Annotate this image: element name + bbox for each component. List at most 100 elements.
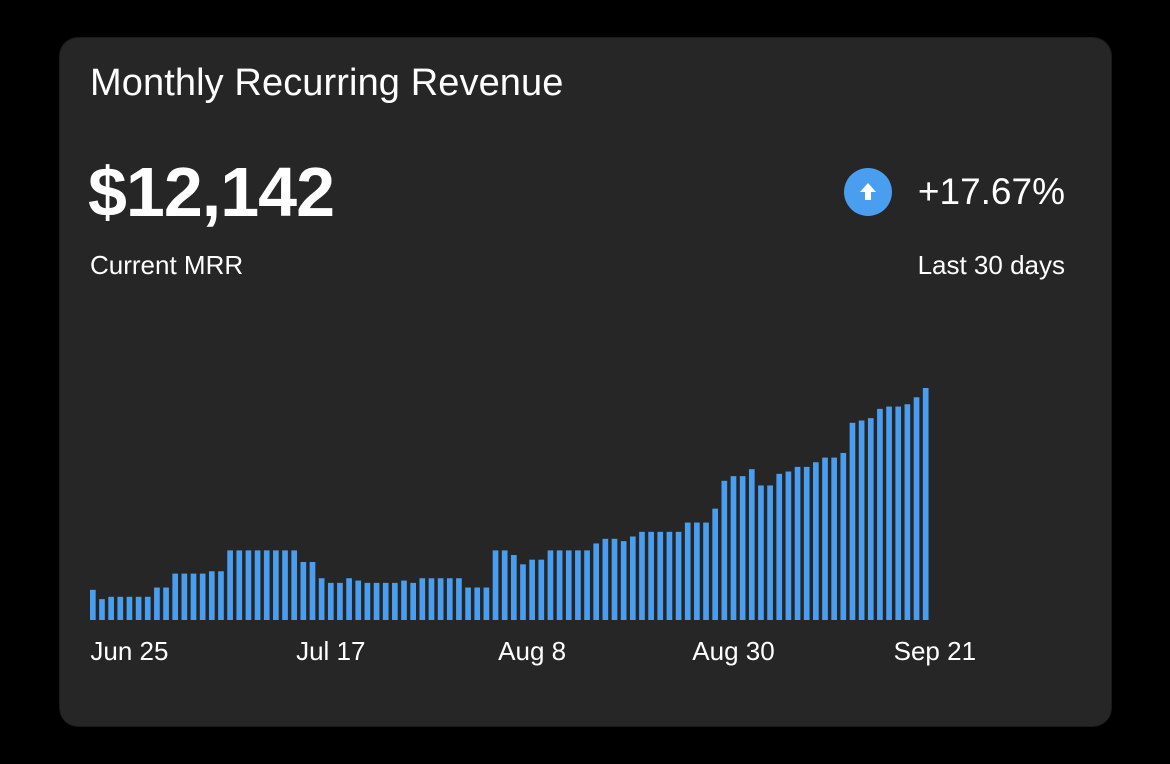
bar — [611, 538, 618, 620]
bar — [190, 573, 197, 620]
bar — [813, 462, 819, 620]
bar — [154, 587, 160, 620]
period-label: Last 30 days — [917, 250, 1065, 280]
bar — [108, 596, 114, 620]
bar — [785, 471, 792, 620]
bar — [483, 587, 490, 620]
bar — [794, 466, 801, 620]
bar — [758, 485, 764, 620]
bar — [419, 578, 426, 620]
bar — [410, 582, 416, 620]
bar — [355, 580, 362, 620]
change-indicator: +17.67% — [843, 168, 1065, 216]
arrow-up-circle-icon — [843, 168, 892, 216]
bar — [337, 582, 343, 620]
bar — [263, 550, 270, 620]
bar — [227, 550, 233, 620]
bar — [565, 550, 572, 620]
bar-chart-svg: Jun 25 Jul 17 Aug 8 Aug 30 Sep 21 — [90, 388, 976, 666]
bar — [446, 578, 453, 620]
mrr-bar-chart: Jun 25 Jul 17 Aug 8 Aug 30 Sep 21 — [90, 340, 976, 666]
bar — [877, 408, 883, 620]
bar — [437, 578, 444, 620]
bar — [629, 536, 636, 620]
bar — [428, 578, 435, 620]
bar — [675, 531, 682, 620]
bar — [529, 559, 535, 620]
bar — [199, 573, 206, 620]
bar — [730, 476, 737, 620]
bar — [602, 538, 609, 620]
bar — [840, 452, 847, 620]
bar — [538, 559, 545, 620]
bar — [254, 550, 261, 620]
x-tick-label: Jun 25 — [90, 636, 168, 666]
bar — [309, 562, 316, 620]
bar — [318, 578, 325, 620]
bar — [401, 580, 407, 620]
bar — [739, 476, 746, 620]
bar — [135, 596, 142, 620]
bar — [236, 550, 243, 620]
bar — [291, 550, 298, 620]
mrr-value: $12,142 — [88, 153, 335, 231]
bar — [117, 596, 124, 620]
bar — [822, 457, 828, 620]
bar — [172, 573, 179, 620]
bar — [712, 508, 719, 620]
bar — [245, 550, 252, 620]
x-tick-label: Sep 21 — [894, 636, 976, 666]
bar — [684, 522, 691, 620]
bar — [520, 564, 526, 620]
bar — [895, 406, 902, 620]
bar — [181, 573, 188, 620]
bar — [748, 469, 755, 620]
bar — [639, 531, 645, 620]
bar — [593, 543, 600, 620]
bar — [392, 582, 398, 620]
bar — [913, 397, 920, 620]
bar — [282, 550, 288, 620]
mrr-label: Current MRR — [90, 250, 244, 280]
bar — [703, 522, 709, 620]
bar — [556, 550, 563, 620]
x-tick-label: Aug 8 — [498, 636, 566, 666]
bar — [327, 582, 334, 620]
bar — [547, 550, 554, 620]
x-tick-label: Jul 17 — [296, 636, 365, 666]
bar — [648, 531, 654, 620]
bar — [99, 599, 105, 620]
bar — [584, 550, 590, 620]
bar — [831, 457, 837, 620]
bar — [657, 531, 664, 620]
card-title: Monthly Recurring Revenue — [90, 62, 564, 104]
bar — [767, 485, 773, 620]
bar — [456, 578, 462, 620]
bar — [575, 550, 581, 620]
bar — [218, 571, 224, 620]
bar — [867, 418, 874, 620]
bar — [776, 473, 783, 620]
bar — [803, 466, 810, 620]
bar — [904, 404, 911, 620]
bar — [273, 550, 279, 620]
bar — [364, 582, 371, 620]
bar — [465, 587, 471, 620]
bar — [208, 571, 215, 620]
bar — [849, 422, 856, 620]
bar — [163, 587, 169, 620]
bar — [858, 420, 865, 620]
bar — [922, 388, 929, 620]
bar — [620, 541, 627, 620]
bar — [492, 550, 499, 620]
x-tick-label: Aug 30 — [692, 636, 774, 666]
bar — [721, 480, 728, 620]
bar — [694, 522, 700, 620]
bar — [474, 587, 481, 620]
bar — [144, 596, 151, 620]
bar — [382, 582, 389, 620]
change-value: +17.67% — [917, 171, 1065, 212]
bar — [501, 550, 508, 620]
bar — [373, 582, 380, 620]
bar — [90, 589, 96, 620]
